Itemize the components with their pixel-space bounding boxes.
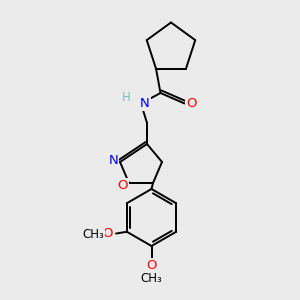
Text: CH₃: CH₃ bbox=[141, 272, 162, 286]
Text: H: H bbox=[122, 91, 130, 104]
Text: N: N bbox=[140, 97, 149, 110]
Text: O: O bbox=[117, 179, 128, 192]
Text: O: O bbox=[186, 97, 196, 110]
Text: O: O bbox=[102, 227, 113, 240]
Text: CH₃: CH₃ bbox=[82, 228, 104, 241]
Text: N: N bbox=[109, 154, 118, 167]
Text: O: O bbox=[146, 259, 157, 272]
